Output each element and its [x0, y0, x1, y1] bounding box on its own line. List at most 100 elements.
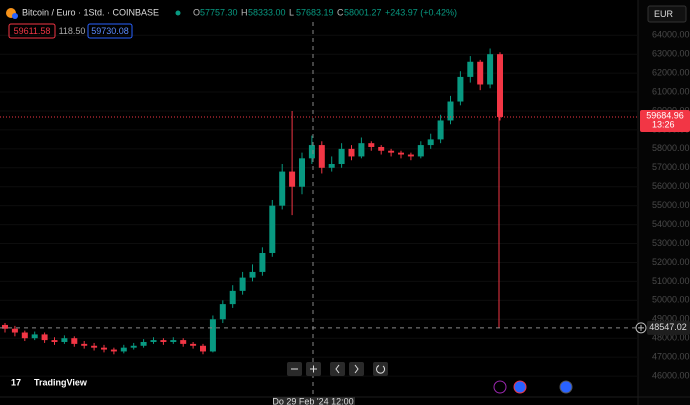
candle-body [269, 205, 276, 253]
candle-body [101, 347, 107, 350]
ohlc-key: L [289, 7, 294, 17]
ohlc-key: H [241, 7, 248, 17]
y-tick-label: 61000.00 [652, 86, 690, 96]
candle-body [279, 171, 286, 206]
last-price-tag [640, 109, 690, 132]
left-icon [335, 364, 340, 374]
candle-body [239, 277, 246, 291]
ohlc-value: 57683.19 [296, 7, 334, 17]
candle-body [200, 345, 206, 352]
event-icon[interactable] [493, 380, 507, 394]
y-tick-label: 53000.00 [652, 238, 690, 248]
crosshair-time-tag [273, 397, 355, 405]
candle-body [289, 171, 296, 187]
candle-body [437, 120, 444, 140]
candle-body [11, 328, 18, 333]
y-tick-label: 55000.00 [652, 200, 690, 210]
y-tick-label: 47000.00 [652, 352, 690, 362]
candle-body [91, 345, 98, 348]
plus-icon [310, 365, 317, 373]
candle-body [249, 271, 256, 278]
candle-body [190, 343, 197, 346]
candle-body [31, 334, 38, 339]
candle-body [308, 145, 315, 159]
candle-body [497, 54, 503, 117]
candle-body [71, 338, 78, 344]
y-tick-label: 48000.00 [652, 333, 690, 343]
reset-icon [376, 365, 386, 374]
y-tick-label: 56000.00 [652, 181, 690, 191]
plus-glyph [638, 324, 644, 331]
candle-body [209, 319, 216, 352]
ohlc-key: C [337, 7, 344, 17]
ohlc-change: +243.97 (+0.42%) [385, 7, 457, 17]
candle-body [487, 54, 494, 85]
candle-body [348, 148, 355, 157]
candle-body [110, 349, 117, 352]
crosshair-price-label: 48547.02 [649, 322, 687, 332]
candle-body [318, 145, 325, 168]
right-icon [354, 364, 359, 374]
scroll-left-button[interactable] [330, 362, 345, 376]
candle-body [180, 340, 187, 344]
reset-button[interactable] [373, 362, 388, 376]
candle-body [229, 290, 236, 305]
candle-body [417, 145, 424, 157]
candle-body [338, 148, 345, 165]
candle-body [398, 152, 404, 155]
candle-body [477, 61, 484, 85]
countdown-label: 13:26 [652, 119, 675, 129]
sell-price[interactable]: 59611.58 [14, 26, 51, 36]
currency-select[interactable] [647, 5, 687, 23]
scroll-right-button[interactable] [349, 362, 364, 376]
spread: 118.50 [59, 26, 86, 36]
candle-body [2, 324, 8, 329]
candle-body [467, 61, 474, 77]
candle-body [21, 332, 28, 339]
y-tick-label: 63000.00 [652, 49, 690, 59]
candle-body [299, 158, 305, 187]
y-tick-label: 64000.00 [652, 30, 690, 40]
y-tick-label: 51000.00 [652, 276, 690, 286]
candle-body [407, 154, 414, 157]
y-tick-label: 57000.00 [652, 162, 690, 172]
candle-body [81, 343, 88, 346]
currency-label[interactable]: EUR [654, 9, 674, 19]
crosshair-price-tag [647, 320, 690, 335]
candle-body [328, 164, 335, 168]
y-tick-label: 54000.00 [652, 219, 690, 229]
y-tick-label: 46000.00 [652, 370, 690, 380]
sell-button[interactable] [8, 23, 56, 39]
brand-mark: 17 [11, 377, 21, 387]
buy-price[interactable]: 59730.08 [91, 26, 129, 36]
buy-button[interactable] [87, 23, 133, 39]
candle-body [170, 340, 177, 342]
candle-body [140, 341, 147, 346]
event-icon[interactable] [559, 380, 573, 394]
candle-body [427, 139, 434, 146]
candle-body [457, 76, 464, 102]
brand-name: TradingView [34, 377, 88, 387]
candle-body [358, 143, 365, 157]
y-tick-label: 50000.00 [652, 295, 690, 305]
candle-body [120, 347, 127, 352]
overlay [0, 22, 638, 397]
event-icon[interactable] [513, 380, 527, 394]
ohlc-value: 58333.00 [248, 7, 286, 17]
candle-body [219, 304, 226, 320]
candle-body [130, 345, 137, 348]
candle-body [61, 338, 68, 342]
zoom-controls [287, 362, 388, 376]
candle-body [51, 340, 58, 342]
candle-body [378, 146, 385, 151]
candle-body [160, 340, 167, 342]
price-axis-bg [638, 0, 690, 405]
crosshair-time-label: Do 29 Feb '24 12:00 [272, 396, 353, 405]
last-price-label: 59684.96 [646, 110, 684, 120]
candle-body [447, 101, 454, 121]
y-tick-label: 49000.00 [652, 314, 690, 324]
candle-body [388, 150, 395, 153]
ohlc-legend: O 57757.30 H 58333.00 L 57683.19 C 58001.27 +243… [193, 7, 457, 17]
y-tick-label: 52000.00 [652, 257, 690, 267]
